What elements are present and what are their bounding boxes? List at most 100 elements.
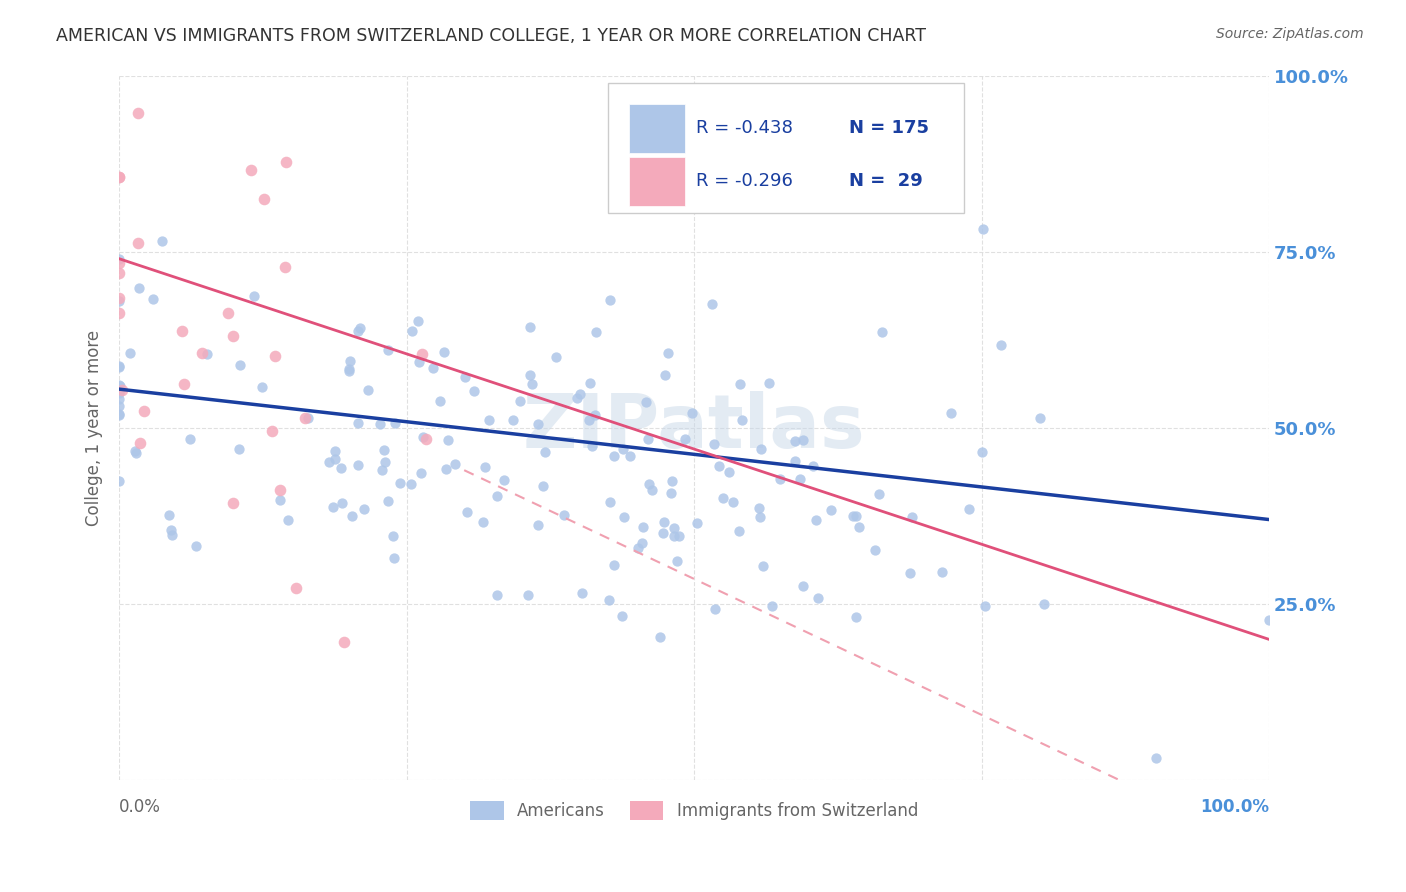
Point <box>631 519 654 533</box>
Point <box>717 466 740 480</box>
Point <box>277 513 299 527</box>
Point <box>599 495 621 509</box>
Point <box>474 460 496 475</box>
Point <box>703 436 725 450</box>
Point <box>581 438 603 452</box>
Point <box>970 445 993 459</box>
Point <box>108 378 131 392</box>
Point <box>222 496 245 510</box>
Point <box>659 486 682 500</box>
Point <box>322 500 344 514</box>
Point <box>253 192 276 206</box>
Point <box>612 442 634 456</box>
Point <box>108 256 131 270</box>
Point <box>217 306 239 320</box>
Point <box>492 473 515 487</box>
Point <box>108 359 131 374</box>
Point <box>634 394 657 409</box>
Point <box>752 558 775 573</box>
Point <box>120 346 142 360</box>
Point <box>544 350 567 364</box>
Point <box>841 508 863 523</box>
Point <box>108 359 131 374</box>
Point <box>318 455 340 469</box>
Point <box>157 508 180 522</box>
Point <box>242 289 264 303</box>
Point <box>108 291 131 305</box>
Point <box>610 609 633 624</box>
Point <box>108 385 131 400</box>
Point <box>603 558 626 572</box>
Point <box>703 601 725 615</box>
Point <box>686 516 709 531</box>
Point <box>792 580 814 594</box>
Point <box>179 432 201 446</box>
Y-axis label: College, 1 year or more: College, 1 year or more <box>86 330 103 526</box>
Point <box>1258 613 1281 627</box>
Point <box>108 399 131 413</box>
Point <box>108 252 131 266</box>
Point <box>108 408 131 422</box>
Point <box>128 281 150 295</box>
Point <box>769 472 792 486</box>
Text: Source: ZipAtlas.com: Source: ZipAtlas.com <box>1216 27 1364 41</box>
Point <box>631 536 654 550</box>
Point <box>533 445 555 459</box>
Point <box>578 376 600 390</box>
Point <box>150 234 173 248</box>
Point <box>599 293 621 307</box>
Point <box>239 163 262 178</box>
Point <box>142 293 165 307</box>
Text: ZIPatlas: ZIPatlas <box>523 392 866 465</box>
Point <box>108 378 131 392</box>
Point <box>652 516 675 530</box>
Point <box>111 383 134 397</box>
Point <box>654 368 676 382</box>
Point <box>323 452 346 467</box>
Legend: Americans, Immigrants from Switzerland: Americans, Immigrants from Switzerland <box>465 796 922 825</box>
Point <box>339 354 361 368</box>
Point <box>368 417 391 432</box>
Point <box>681 406 703 420</box>
Point <box>433 345 456 359</box>
Point <box>578 412 600 426</box>
Point <box>229 358 252 372</box>
Point <box>456 505 478 519</box>
Text: N =  29: N = 29 <box>849 172 924 190</box>
Point <box>382 550 405 565</box>
Point <box>789 472 811 486</box>
Point <box>868 486 890 500</box>
Point <box>357 384 380 398</box>
Point <box>195 346 218 360</box>
Point <box>585 325 607 339</box>
Point <box>333 635 356 649</box>
Point <box>409 466 432 480</box>
Point <box>108 170 131 185</box>
Point <box>347 458 370 472</box>
Point <box>269 483 291 498</box>
Point <box>284 582 307 596</box>
Point <box>531 478 554 492</box>
Point <box>673 432 696 446</box>
Point <box>872 325 894 339</box>
FancyBboxPatch shape <box>628 104 685 153</box>
Point <box>845 508 868 523</box>
Point <box>486 489 509 503</box>
Point <box>127 105 149 120</box>
Point <box>274 260 297 274</box>
Point <box>662 529 685 543</box>
Point <box>749 442 772 457</box>
Text: 100.0%: 100.0% <box>1199 798 1270 816</box>
Point <box>974 599 997 614</box>
Point <box>727 524 749 538</box>
Point <box>761 599 783 613</box>
Point <box>108 474 131 488</box>
Point <box>108 407 131 421</box>
Point <box>401 477 423 491</box>
Point <box>702 297 724 311</box>
Point <box>637 477 659 491</box>
Point <box>264 350 287 364</box>
FancyBboxPatch shape <box>607 83 965 213</box>
Point <box>436 433 458 447</box>
Point <box>567 391 589 405</box>
